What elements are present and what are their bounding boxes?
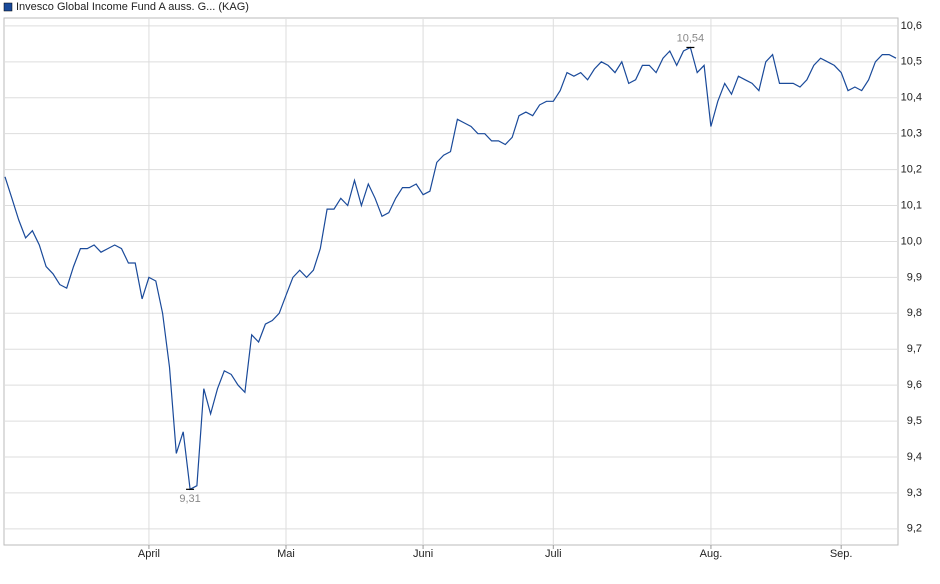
y-tick-label: 10,1 <box>901 199 922 211</box>
y-tick-label: 9,8 <box>907 307 922 319</box>
value-label: 10,54 <box>677 32 705 44</box>
x-tick-label: Aug. <box>700 548 723 560</box>
x-tick-label: Sep. <box>830 548 853 560</box>
y-tick-label: 10,2 <box>901 164 922 176</box>
y-tick-label: 9,6 <box>907 379 922 391</box>
y-tick-label: 9,5 <box>907 415 922 427</box>
x-tick-label: Juni <box>413 548 433 560</box>
plot-frame <box>3 17 899 546</box>
value-label: 9,31 <box>179 493 200 505</box>
y-tick-label: 9,2 <box>907 523 922 535</box>
price-line <box>4 46 897 491</box>
y-tick-label: 10,5 <box>901 56 922 68</box>
y-tick-label: 9,7 <box>907 343 922 355</box>
y-tick-label: 9,9 <box>907 271 922 283</box>
x-tick-label: Mai <box>277 548 295 560</box>
legend-swatch <box>3 2 13 12</box>
y-tick-label: 9,4 <box>907 451 922 463</box>
y-tick-label: 10,0 <box>901 235 922 247</box>
legend-label: Invesco Global Income Fund A auss. G... … <box>16 1 249 13</box>
y-tick-label: 10,4 <box>901 92 922 104</box>
y-tick-label: 9,3 <box>907 487 922 499</box>
x-tick-label: Juli <box>545 548 562 560</box>
y-tick-label: 10,3 <box>901 128 922 140</box>
y-tick-label: 10,6 <box>901 20 922 32</box>
x-tick-label: April <box>138 548 160 560</box>
